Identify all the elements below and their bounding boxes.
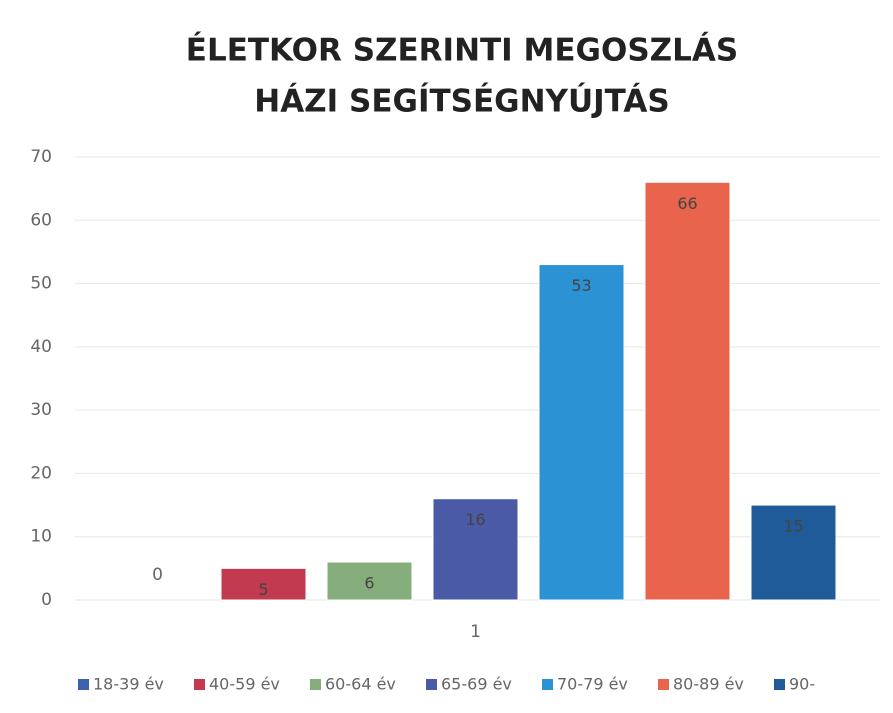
legend-label: 60-64 év (325, 675, 396, 694)
legend-swatch (426, 679, 437, 690)
legend-label: 70-79 év (557, 675, 628, 694)
data-label: 0 (152, 565, 163, 585)
y-tick-label: 30 (30, 400, 52, 420)
bar (644, 181, 731, 601)
legend-swatch (78, 679, 89, 690)
legend-swatch (542, 679, 553, 690)
legend-label: 80-89 év (673, 675, 744, 694)
chart-title: ÉLETKOR SZERINTI MEGOSZLÁS (186, 33, 738, 69)
bar (750, 504, 837, 601)
y-tick-label: 40 (30, 337, 52, 357)
x-tick-label: 1 (470, 622, 481, 642)
legend-label: 90- (789, 675, 815, 694)
y-tick-label: 10 (30, 527, 52, 547)
data-label: 6 (364, 574, 374, 593)
legend-label: 40-59 év (209, 675, 280, 694)
legend-swatch (774, 679, 785, 690)
data-label: 15 (783, 517, 803, 536)
legend-label: 18-39 év (93, 675, 164, 694)
data-label: 16 (465, 510, 485, 529)
y-tick-label: 20 (30, 463, 52, 483)
y-tick-label: 70 (30, 147, 52, 167)
y-tick-label: 60 (30, 210, 52, 230)
legend-swatch (658, 679, 669, 690)
bar (220, 567, 307, 601)
y-tick-label: 0 (41, 590, 52, 610)
chart-subtitle: HÁZI SEGÍTSÉGNYÚJTÁS (254, 83, 669, 120)
data-label: 66 (677, 194, 697, 213)
legend-label: 65-69 év (441, 675, 512, 694)
legend-swatch (310, 679, 321, 690)
bar (326, 561, 413, 601)
data-label: 5 (258, 580, 268, 599)
bar (538, 264, 625, 601)
bar (432, 498, 519, 601)
legend-swatch (194, 679, 205, 690)
data-label: 53 (571, 276, 591, 295)
y-tick-label: 50 (30, 274, 52, 294)
